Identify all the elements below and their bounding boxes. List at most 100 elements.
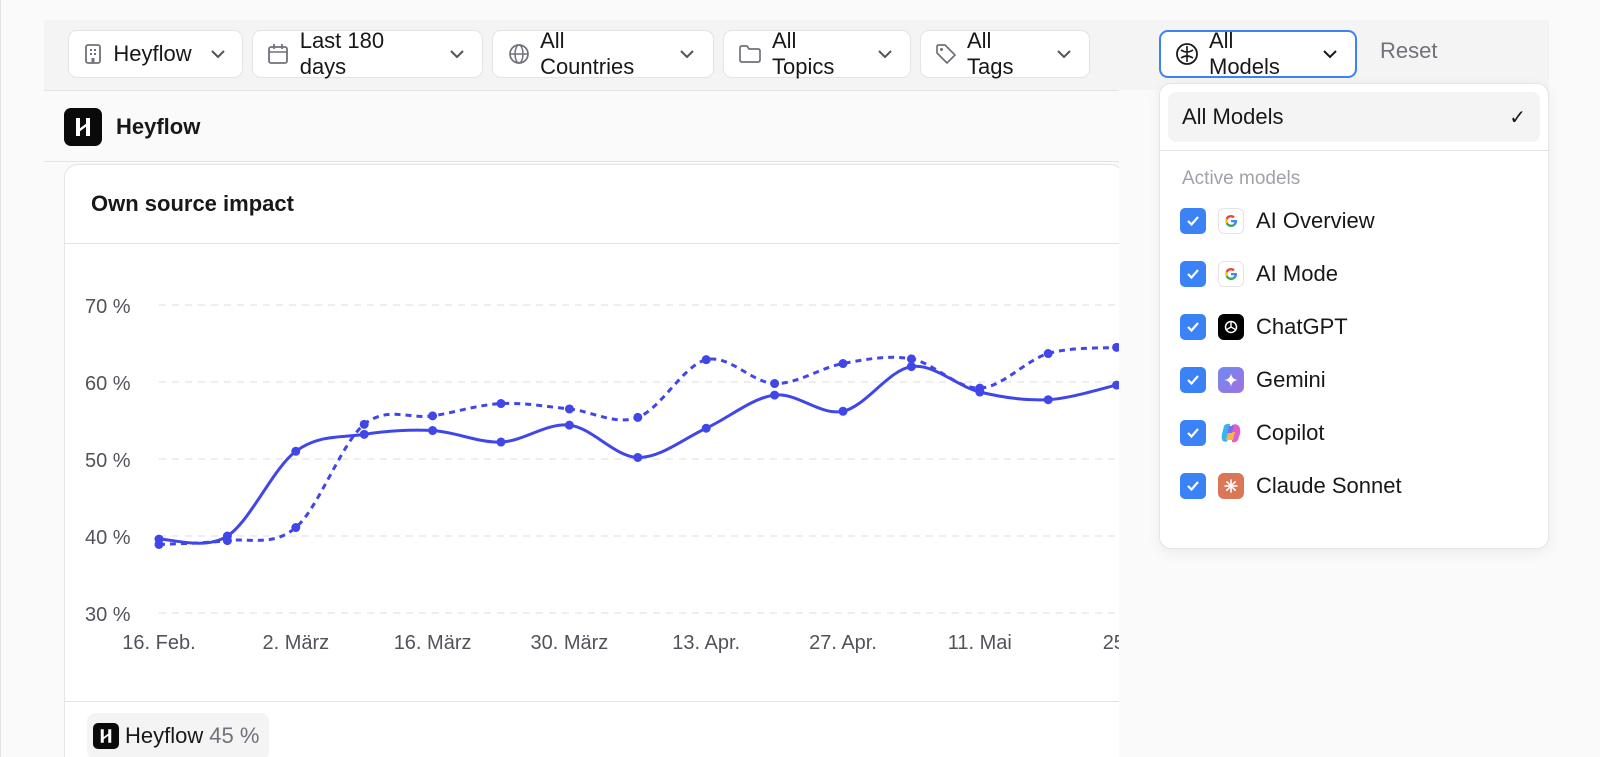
card-footer-divider (65, 701, 1123, 702)
reset-button[interactable]: Reset (1380, 38, 1438, 63)
topics-filter-button[interactable]: All Topics (723, 28, 911, 79)
y-tick-label: 70 % (85, 296, 131, 318)
heyflow-logo-icon (64, 108, 102, 146)
dropdown-divider (1160, 150, 1548, 151)
checkbox-checked-icon[interactable] (1180, 420, 1206, 446)
model-option-label: Copilot (1256, 420, 1325, 445)
line-chart: 70 % 60 % 50 % 40 % 30 % 16. Feb. 2. März 16. M… (85, 296, 1124, 654)
dropdown-section-heading: Active models (1182, 168, 1301, 189)
x-tick-label: 27. Apr. (809, 632, 877, 654)
data-point (770, 390, 780, 400)
ai-model-icon (1175, 42, 1199, 66)
data-point (838, 406, 848, 416)
tag-icon (935, 42, 957, 66)
data-point (838, 359, 848, 369)
data-point (359, 429, 369, 439)
folder-icon (738, 42, 762, 66)
chatgpt-icon (1218, 314, 1244, 340)
topics-filter-label: All Topics (772, 28, 835, 79)
data-point (975, 383, 985, 393)
model-option-label: AI Overview (1256, 208, 1375, 233)
model-option-claude-sonnet[interactable]: Claude Sonnet (1180, 466, 1402, 506)
data-point (1112, 342, 1122, 352)
dropdown-option-all-models[interactable]: All Models ✓ (1168, 92, 1540, 142)
x-tick-label: 13. Apr. (672, 632, 740, 654)
date-range-filter-button[interactable]: Last 180 days (252, 28, 483, 79)
data-point (1043, 395, 1053, 405)
x-tick-label: 30. März (530, 632, 608, 654)
checkmark-icon: ✓ (1509, 106, 1526, 129)
legend-name: Heyflow (125, 723, 204, 748)
company-filter-label: Heyflow (113, 41, 192, 66)
tags-filter-button[interactable]: All Tags (920, 28, 1090, 79)
model-option-ai-mode[interactable]: AI Mode (1180, 254, 1338, 294)
tags-filter-label: All Tags (967, 28, 1014, 79)
data-point (770, 379, 780, 389)
data-point (154, 539, 164, 549)
model-option-gemini[interactable]: Gemini (1180, 360, 1326, 400)
data-point (428, 426, 438, 436)
chevron-down-icon (676, 42, 699, 66)
checkbox-checked-icon[interactable] (1180, 314, 1206, 340)
checkbox-checked-icon[interactable] (1180, 367, 1206, 393)
countries-filter-label: All Countries (540, 28, 635, 79)
x-tick-label: 16. Feb. (122, 632, 195, 654)
gemini-icon (1218, 367, 1244, 393)
globe-icon (507, 42, 530, 66)
x-tick-label: 11. Mai (948, 632, 1012, 654)
building-icon (83, 42, 103, 66)
chevron-down-icon (208, 42, 228, 66)
chevron-down-icon (1053, 42, 1075, 66)
dropdown-option-label: All Models (1182, 104, 1284, 129)
checkbox-checked-icon[interactable] (1180, 208, 1206, 234)
date-range-filter-label: Last 180 days (299, 28, 385, 79)
data-point (906, 354, 916, 364)
calendar-icon (267, 42, 290, 66)
model-option-label: ChatGPT (1256, 314, 1348, 339)
x-tick-label: 16. März (394, 632, 472, 654)
data-point (633, 412, 643, 422)
own-source-impact-card: Own source impact 70 % 60 % 50 % 40 % 30 % 16… (64, 164, 1124, 757)
data-point (701, 355, 711, 365)
copilot-icon (1218, 420, 1244, 446)
data-point (496, 399, 506, 409)
google-icon (1218, 261, 1244, 287)
checkbox-checked-icon[interactable] (1180, 473, 1206, 499)
google-icon (1218, 208, 1244, 234)
model-option-copilot[interactable]: Copilot (1180, 413, 1324, 453)
checkbox-checked-icon[interactable] (1180, 261, 1206, 287)
brand-bar (44, 90, 1119, 162)
card-title: Own source impact (91, 191, 294, 216)
chevron-down-icon (874, 42, 896, 66)
models-dropdown-menu: All Models ✓ Active models AI Overview A… (1159, 83, 1549, 549)
data-point (359, 419, 369, 429)
model-option-chatgpt[interactable]: ChatGPT (1180, 307, 1348, 347)
data-point (906, 362, 916, 372)
claude-icon (1218, 473, 1244, 499)
countries-filter-button[interactable]: All Countries (492, 28, 714, 79)
data-point (701, 423, 711, 433)
data-point (1112, 380, 1122, 390)
models-filter-label: All Models (1209, 28, 1280, 79)
y-tick-label: 40 % (85, 527, 131, 549)
legend-chip-heyflow[interactable]: Heyflow 45 % (87, 713, 270, 757)
model-option-ai-overview[interactable]: AI Overview (1180, 201, 1375, 241)
chevron-down-icon (1319, 42, 1341, 66)
x-tick-label: 25. (1103, 632, 1124, 654)
chevron-down-icon (445, 42, 468, 66)
company-filter-button[interactable]: Heyflow (68, 30, 243, 78)
x-tick-label: 2. März (262, 632, 329, 654)
data-point (564, 404, 574, 414)
model-option-label: AI Mode (1256, 261, 1338, 286)
model-option-label: Gemini (1256, 367, 1326, 392)
heyflow-logo-icon (93, 723, 119, 749)
models-filter-button[interactable]: All Models (1159, 28, 1357, 79)
data-point (428, 411, 438, 421)
data-point (496, 437, 506, 447)
y-tick-label: 50 % (85, 450, 131, 472)
y-tick-label: 30 % (85, 604, 131, 626)
legend-value: 45 % (209, 723, 260, 748)
data-point (1043, 349, 1053, 359)
card-header-divider (65, 243, 1123, 244)
data-point (633, 452, 643, 462)
